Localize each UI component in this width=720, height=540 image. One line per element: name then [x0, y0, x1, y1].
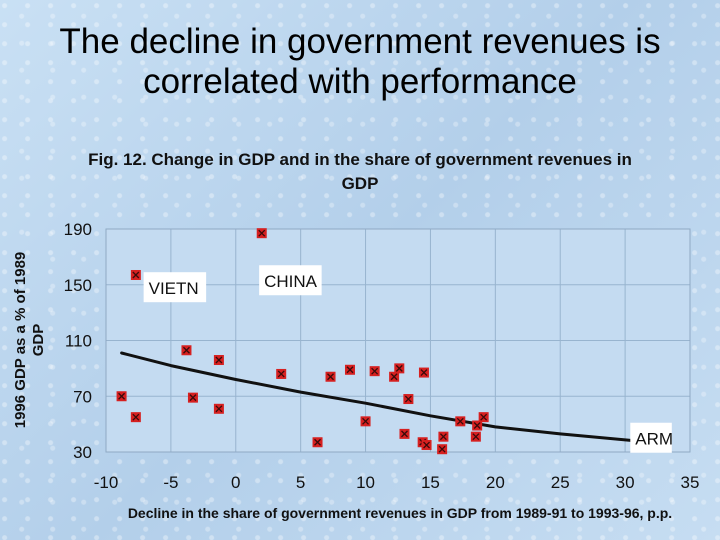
data-point-x-glyph: [404, 395, 412, 403]
data-point-x-glyph: [327, 373, 334, 381]
data-point-x-glyph: [215, 356, 223, 364]
annotation-text: VIETN: [149, 279, 199, 298]
annotation-text: ARM: [635, 430, 673, 449]
data-point: [394, 363, 405, 374]
y-tick-label: 190: [64, 220, 92, 239]
data-point: [389, 371, 400, 382]
x-tick-label: 20: [486, 473, 505, 492]
x-tick-label: 30: [616, 473, 635, 492]
data-point-x-glyph: [132, 413, 140, 421]
annotation-vietn: VIETN: [143, 272, 207, 303]
data-point-x-glyph: [118, 392, 126, 400]
annotation-box: [630, 422, 672, 453]
data-point-x-glyph: [183, 346, 190, 354]
data-point-x-glyph: [472, 433, 480, 441]
data-point-x-glyph: [401, 430, 408, 438]
data-point-x-glyph: [423, 441, 431, 449]
x-tick-label: 10: [356, 473, 375, 492]
data-point: [421, 440, 432, 451]
trendline: [120, 351, 653, 444]
data-point-x-glyph: [395, 364, 403, 372]
data-point-x-glyph: [456, 417, 464, 425]
data-point: [213, 403, 224, 414]
annotation-box: [143, 272, 207, 303]
data-point: [213, 355, 224, 366]
data-point-x-glyph: [215, 405, 223, 413]
x-tick-label: -10: [94, 473, 119, 492]
data-point: [116, 391, 127, 402]
data-point: [256, 228, 267, 239]
x-tick-label: -5: [163, 473, 178, 492]
data-point-x-glyph: [438, 445, 446, 453]
slide-title: The decline in government revenues is co…: [0, 22, 720, 102]
data-point-x-glyph: [277, 370, 285, 378]
data-point: [418, 367, 429, 378]
x-tick-label: 0: [231, 473, 240, 492]
data-point: [399, 428, 410, 439]
annotation-box: [259, 265, 322, 296]
data-point: [344, 364, 355, 375]
data-point: [276, 368, 287, 379]
data-point-x-glyph: [189, 394, 197, 402]
chart-title: Fig. 12. Change in GDP and in the share …: [70, 148, 650, 196]
data-point-x-glyph: [346, 366, 354, 374]
data-point: [369, 366, 380, 377]
data-point-x-glyph: [314, 438, 321, 446]
data-point: [130, 269, 141, 280]
data-point-x-glyph: [420, 369, 428, 377]
data-point-x-glyph: [371, 367, 379, 375]
data-point: [470, 431, 481, 442]
data-point: [478, 412, 489, 423]
x-tick-label: 5: [296, 473, 305, 492]
data-point: [455, 416, 466, 427]
x-axis-label: Decline in the share of government reven…: [127, 505, 673, 521]
data-point-x-glyph: [258, 229, 266, 237]
y-axis-label-line2: GDP: [30, 323, 47, 357]
data-point-x-glyph: [480, 413, 488, 421]
annotation-text: CHINA: [264, 272, 318, 291]
data-point: [403, 394, 414, 405]
x-tick-label: 35: [681, 473, 700, 492]
x-tick-label: 15: [421, 473, 440, 492]
data-point-x-glyph: [362, 417, 370, 425]
y-tick-label: 70: [73, 387, 92, 406]
data-point: [438, 431, 449, 442]
data-point: [312, 437, 323, 448]
data-point: [130, 412, 141, 423]
data-point-x-glyph: [473, 422, 481, 429]
slide-title-line2: correlated with performance: [143, 62, 577, 101]
data-point: [187, 392, 198, 403]
annotation-arm: ARM: [630, 422, 673, 453]
annotation-china: CHINA: [259, 265, 322, 296]
data-point-x-glyph: [390, 373, 398, 381]
chart-title-line1: Fig. 12. Change in GDP and in the share …: [88, 150, 632, 169]
data-point: [360, 416, 371, 427]
y-axis-label-line1: 1996 GDP as a % of 1989: [12, 251, 29, 429]
data-point: [181, 345, 192, 356]
x-tick-label: 25: [551, 473, 570, 492]
data-point: [472, 420, 483, 431]
data-point-x-glyph: [132, 271, 140, 279]
chart-title-line2: GDP: [341, 174, 379, 193]
y-tick-label: 150: [64, 276, 92, 295]
data-point: [325, 371, 336, 382]
data-point-x-glyph: [439, 433, 447, 441]
y-tick-label: 110: [65, 332, 92, 351]
slide-title-line1: The decline in government revenues is: [59, 22, 661, 61]
data-point: [437, 444, 448, 455]
plot-border: [105, 228, 691, 453]
y-tick-label: 30: [73, 443, 92, 462]
y-axis-label: 1996 GDP as a % of 1989 GDP: [12, 220, 56, 460]
